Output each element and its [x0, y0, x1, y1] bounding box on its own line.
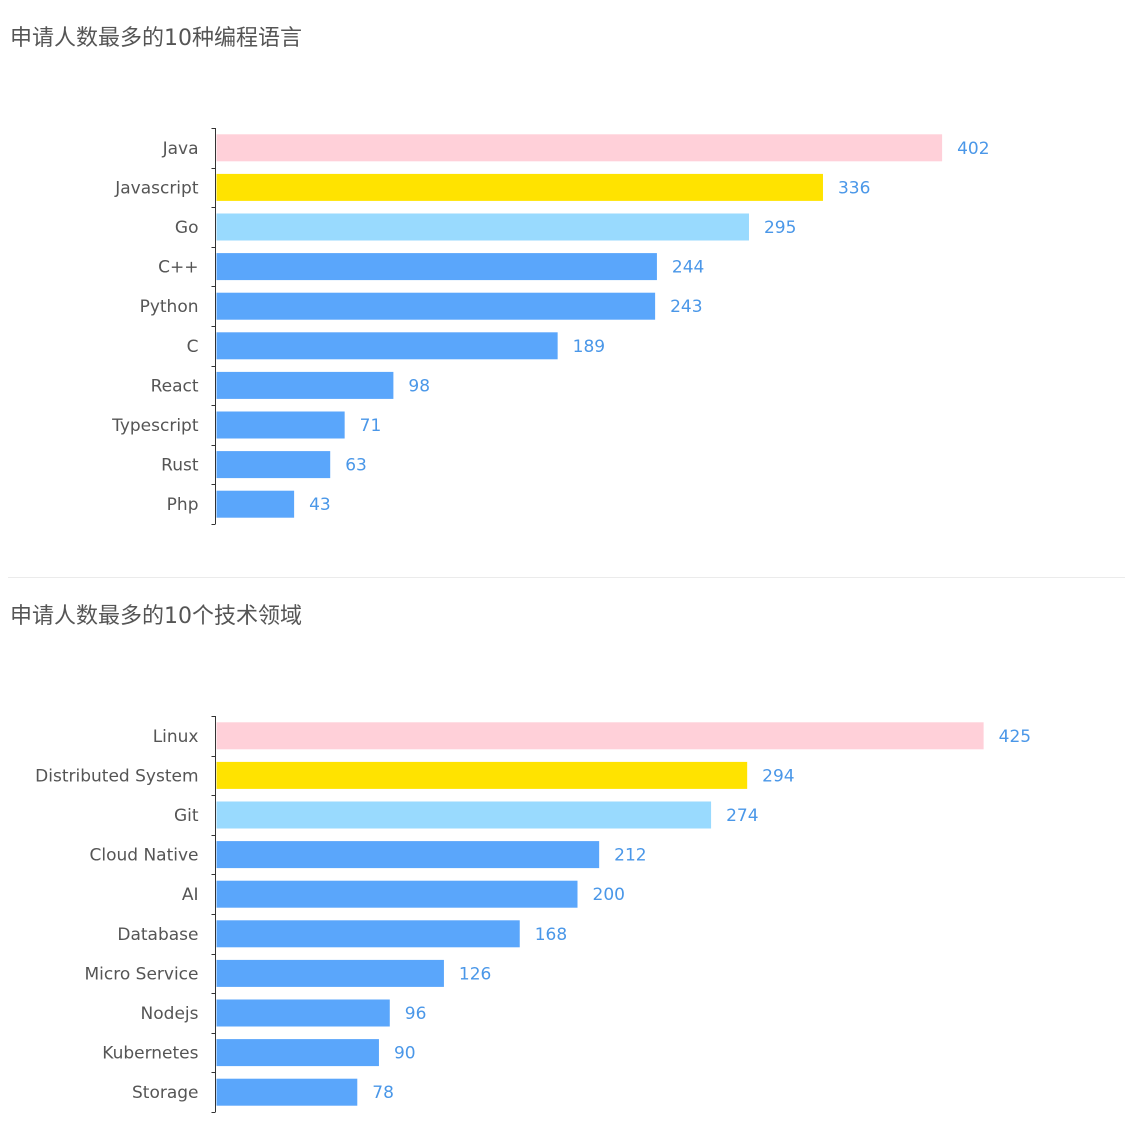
category-label: C++: [158, 258, 198, 278]
bar[interactable]: [216, 999, 390, 1027]
category-label: Nodejs: [141, 1004, 199, 1024]
value-label: 336: [838, 178, 870, 198]
value-label: 425: [999, 727, 1031, 747]
category-label: Kubernetes: [102, 1044, 198, 1064]
value-label: 43: [309, 495, 331, 515]
bar[interactable]: [216, 213, 749, 241]
chart-section-domains: 申请人数最多的10个技术领域 Linux 425 Distributed Syste…: [0, 578, 1125, 1121]
category-label: Rust: [161, 456, 199, 476]
bar[interactable]: [216, 490, 295, 518]
category-label: Distributed System: [35, 766, 198, 786]
bar[interactable]: [216, 134, 943, 162]
bar[interactable]: [216, 1078, 358, 1106]
bar[interactable]: [216, 880, 578, 908]
category-label: Typescript: [111, 416, 199, 436]
value-label: 212: [614, 846, 646, 866]
bar-chart-domains: Linux 425 Distributed System 294 Git 274 Cloud…: [35, 716, 1031, 1113]
category-label: Cloud Native: [89, 846, 198, 866]
value-label: 295: [764, 218, 796, 238]
value-label: 168: [535, 925, 567, 945]
value-label: 294: [762, 766, 794, 786]
category-label: Java: [162, 139, 199, 159]
category-label: Go: [175, 218, 199, 238]
category-label: Javascript: [114, 178, 199, 198]
value-label: 189: [573, 337, 605, 357]
value-label: 96: [405, 1004, 427, 1024]
value-label: 98: [408, 376, 430, 396]
bar[interactable]: [216, 253, 657, 281]
bar[interactable]: [216, 801, 712, 829]
value-label: 200: [593, 885, 625, 905]
chart-title: 申请人数最多的10个技术领域: [10, 604, 302, 629]
value-label: 244: [672, 258, 704, 278]
category-label: Php: [167, 495, 199, 515]
section-divider: [8, 577, 1125, 578]
category-label: Storage: [132, 1083, 199, 1103]
bar[interactable]: [216, 959, 444, 987]
chart-title: 申请人数最多的10种编程语言: [10, 26, 302, 51]
bar[interactable]: [216, 841, 600, 869]
category-label: Micro Service: [85, 964, 199, 984]
bar[interactable]: [216, 920, 520, 948]
bar[interactable]: [216, 292, 656, 320]
value-label: 71: [360, 416, 382, 436]
value-label: 90: [394, 1044, 416, 1064]
category-label: Database: [117, 925, 198, 945]
category-label: Linux: [153, 727, 199, 747]
value-label: 243: [670, 297, 702, 317]
value-label: 274: [726, 806, 758, 826]
value-label: 63: [345, 456, 367, 476]
category-label: Python: [140, 297, 199, 317]
category-label: C: [187, 337, 199, 357]
chart-section-languages: 申请人数最多的10种编程语言 Java 402 Javascript 336 Go 295…: [8, 26, 1125, 578]
bar[interactable]: [216, 1039, 379, 1067]
category-label: Git: [174, 806, 199, 826]
bar-chart-languages: Java 402 Javascript 336 Go 295 C++ 244 Python 243…: [111, 128, 990, 525]
category-label: AI: [182, 885, 199, 905]
value-label: 126: [459, 964, 491, 984]
bar[interactable]: [216, 332, 558, 360]
value-label: 402: [957, 139, 989, 159]
category-label: React: [151, 376, 199, 396]
bar[interactable]: [216, 761, 748, 789]
bar[interactable]: [216, 411, 345, 439]
bar[interactable]: [216, 722, 984, 750]
value-label: 78: [372, 1083, 394, 1103]
bar[interactable]: [216, 173, 823, 201]
bar[interactable]: [216, 371, 394, 399]
bar[interactable]: [216, 451, 331, 479]
